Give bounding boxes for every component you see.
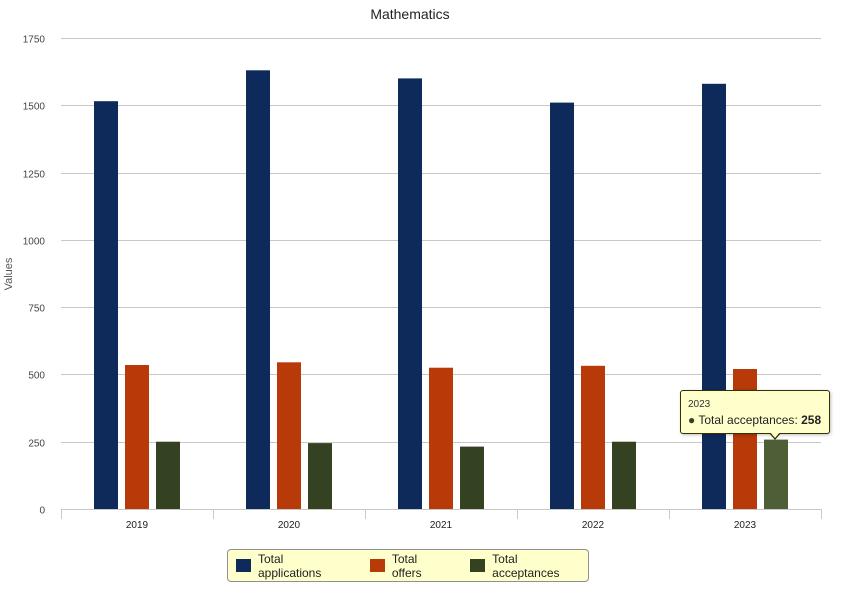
- x-tick-label: 2019: [126, 520, 149, 531]
- bar[interactable]: [764, 439, 788, 509]
- x-tick-label: 2022: [582, 520, 605, 531]
- tooltip-bullet: ●: [688, 413, 696, 427]
- bar[interactable]: [460, 446, 484, 509]
- y-tick-label: 1500: [23, 102, 46, 113]
- tooltip-series-name: Total acceptances: [698, 413, 795, 427]
- legend-item-total-offers[interactable]: Total offers: [369, 551, 450, 580]
- x-tick-label: 2020: [278, 520, 301, 531]
- bar[interactable]: [125, 365, 149, 509]
- bar[interactable]: [156, 441, 180, 509]
- x-axis: [61, 509, 822, 519]
- y-tick-label: 1000: [23, 237, 46, 248]
- bar[interactable]: [277, 362, 301, 509]
- tick-labels: 0 250 500 750 1000 1250 1500 1750 2019 2020 2021 20…: [23, 35, 757, 532]
- bar[interactable]: [94, 101, 118, 509]
- bar[interactable]: [702, 83, 726, 510]
- tooltip-value: 258: [801, 413, 822, 427]
- gridlines: [61, 38, 821, 443]
- legend-swatch-acceptances: [470, 559, 486, 572]
- tooltip-row: ● Total acceptances: 258: [688, 413, 822, 427]
- y-tick-label: 750: [28, 304, 45, 315]
- legend-label-offers: Total offers: [391, 551, 422, 580]
- bar[interactable]: [308, 443, 332, 509]
- x-tick-label: 2021: [430, 520, 453, 531]
- legend: Total applications Total offers Total ac…: [227, 549, 589, 582]
- x-tick-label: 2023: [734, 520, 757, 531]
- data-tooltip: 2023 ● Total acceptances: 258: [680, 390, 830, 440]
- legend-label-applications: Total applications: [257, 551, 322, 580]
- bar[interactable]: [612, 441, 636, 509]
- tooltip-category: 2023: [688, 399, 711, 410]
- legend-swatch-offers: [369, 559, 385, 572]
- bar[interactable]: [581, 365, 605, 509]
- legend-item-total-applications[interactable]: Total applications: [236, 552, 350, 580]
- tooltip-pointer: [769, 432, 781, 440]
- legend-label-acceptances: Total acceptances: [492, 551, 560, 580]
- bars: [94, 70, 788, 510]
- y-tick-label: 1250: [23, 170, 46, 181]
- legend-item-total-acceptances[interactable]: Total acceptances: [470, 552, 588, 580]
- y-tick-label: 1750: [23, 35, 46, 46]
- bar[interactable]: [429, 367, 453, 509]
- y-axis-title: Values: [3, 257, 15, 290]
- chart-title: Mathematics: [370, 6, 449, 22]
- bar[interactable]: [246, 70, 270, 510]
- bar[interactable]: [550, 102, 574, 509]
- y-tick-label: 0: [39, 506, 45, 517]
- legend-swatch-applications: [236, 559, 251, 572]
- y-tick-label: 250: [28, 439, 45, 450]
- y-tick-label: 500: [28, 371, 45, 382]
- bar[interactable]: [398, 78, 422, 510]
